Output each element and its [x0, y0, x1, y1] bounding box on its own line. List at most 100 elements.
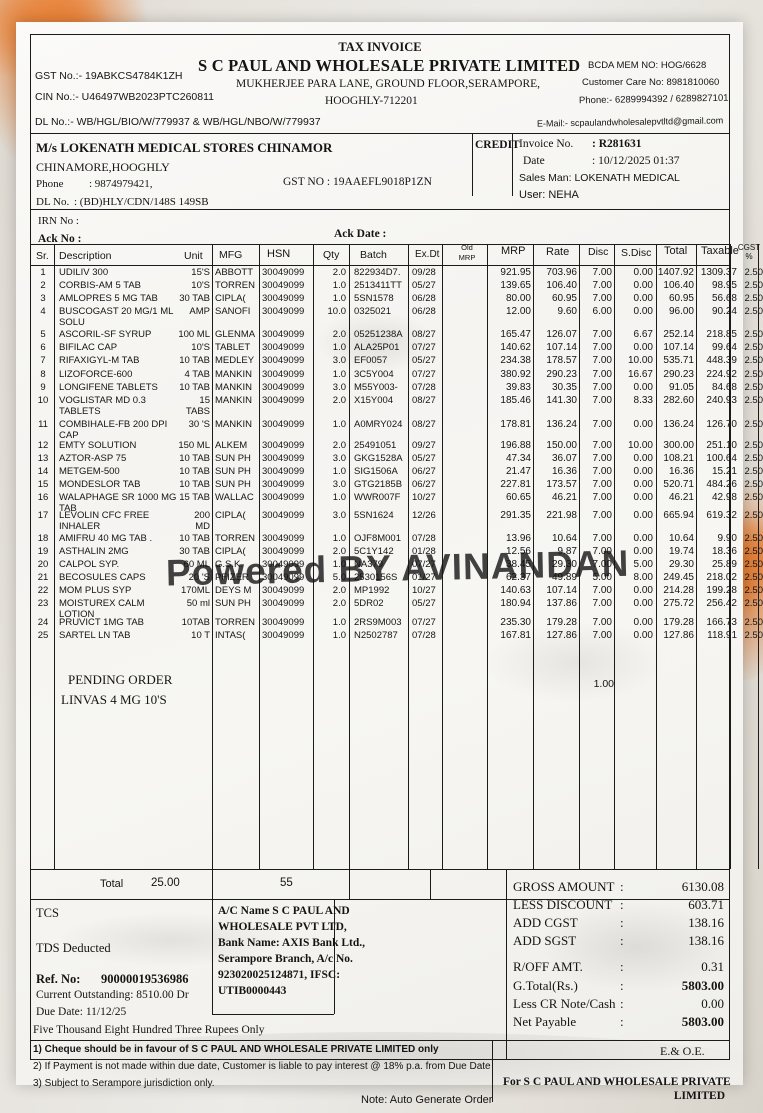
cell-total: 282.60	[663, 395, 694, 406]
cell-hsn: 30049099	[262, 466, 305, 477]
cell-rate: 141.30	[546, 395, 577, 406]
col-line-sdisc	[656, 244, 657, 869]
cell-unit: 150 ML	[178, 440, 210, 451]
cell-mrp: 21.47	[505, 466, 531, 477]
cell-total: 275.72	[663, 598, 694, 609]
party-dl-value: : (BD)HLY/CDN/148S 149SB	[74, 196, 209, 208]
amount-in-words: Five Thousand Eight Hundred Three Rupees…	[33, 1024, 265, 1036]
cell-sdisc: 0.00	[633, 280, 653, 291]
cell-hsn: 30049099	[262, 533, 305, 544]
cell-exdt: 10/27	[412, 585, 436, 596]
cell-hsn: 30049099	[262, 280, 305, 291]
cell-cgst: 2.50	[744, 479, 763, 490]
cell-rate: 60.95	[551, 293, 577, 304]
cell-disc: 7.00	[592, 598, 612, 609]
summary-label: LESS DISCOUNT	[513, 897, 613, 912]
cell-batch: X15Y004	[354, 395, 394, 406]
cell-batch: 5DR02	[354, 598, 384, 609]
irn-no-label: IRN No :	[38, 215, 79, 227]
party-address: CHINAMORE,HOOGHLY	[36, 160, 170, 174]
cell-cgst: 2.50	[744, 572, 763, 583]
cell-taxable: 1309.37	[700, 267, 737, 278]
cell-hsn: 30049099	[262, 559, 305, 570]
cell-batch: A0MRY024	[354, 419, 403, 430]
cell-qty: 3.0	[332, 479, 346, 490]
cell-taxable: 98.95	[711, 280, 737, 291]
cell-cgst: 2.50	[744, 440, 763, 451]
cell-desc: ASCORIL-SF SYRUP	[59, 329, 152, 340]
cell-cgst: 2.50	[744, 510, 763, 521]
col-line-sr	[54, 244, 55, 869]
cell-mrp: 196.88	[500, 440, 531, 451]
cell-mrp: 12.56	[505, 546, 531, 557]
cell-disc: 7.00	[592, 510, 612, 521]
cell-rate: 9.60	[557, 306, 577, 317]
cell-sdisc: 5.00	[633, 559, 653, 570]
signature-line-1: For S C PAUL AND WHOLESALE PRIVATE	[503, 1076, 731, 1088]
col-line-unit	[212, 244, 213, 869]
cell-cgst: 2.50	[744, 267, 763, 278]
col-batch: Batch	[360, 249, 387, 261]
cell-rate: 106.40	[546, 280, 577, 291]
cell-rate: 290.23	[546, 369, 577, 380]
col-total: Total	[664, 245, 688, 257]
cell-sr: 16	[37, 492, 49, 503]
cell-batch: OJF8M001	[354, 533, 401, 544]
company-cin-no: CIN No.:- U46497WB2023PTC260811	[35, 91, 214, 103]
cell-unit: 10'S	[191, 342, 210, 353]
cell-unit: 50 ml	[186, 598, 210, 609]
col-line-mfg	[259, 244, 260, 869]
cell-mrp: 180.94	[500, 598, 531, 609]
customer-care-no: Customer Care No: 8981810060	[582, 77, 720, 88]
cell-sdisc: 0.00	[633, 267, 653, 278]
cell-disc: 7.00	[592, 395, 612, 406]
cell-taxable: 256.42	[706, 598, 737, 609]
terms-sign-divider	[492, 1040, 493, 1102]
party-dl-label: DL No.	[36, 196, 70, 208]
cell-qty: 2.0	[332, 598, 346, 609]
cell-hsn: 30049099	[262, 598, 305, 609]
cell-sr: 24	[37, 617, 49, 628]
cell-total: 29.30	[668, 559, 694, 570]
cell-taxable: 42.98	[711, 492, 737, 503]
cell-cgst: 2.50	[744, 466, 763, 477]
company-dl-no: DL No.:- WB/HGL/BIO/W/779937 & WB/HGL/NB…	[35, 116, 321, 128]
total-row-div2	[349, 869, 350, 899]
cell-exdt: 06/28	[412, 306, 436, 317]
bcda-membership: BCDA MEM NO: HOG/6628	[588, 60, 707, 71]
cell-desc: BUSCOGAST 20 MG/1 ML	[59, 306, 174, 317]
cell-rate: 10.64	[551, 533, 577, 544]
cell-batch: 5C1Y142	[354, 546, 394, 557]
cell-mfg: ABBOTT	[215, 267, 254, 278]
summary-label: ADD CGST	[513, 915, 578, 930]
cell-sr: 21	[37, 572, 49, 583]
cell-batch: GKG1528A	[354, 453, 403, 464]
term-1: 1) Cheque should be in favour of S C PAU…	[33, 1044, 439, 1055]
cell-batch: 822934D7.	[354, 267, 401, 278]
cell-total: 520.71	[663, 479, 694, 490]
cell-mfg: SANOFI	[215, 306, 251, 317]
cell-hsn: 30049099	[262, 267, 305, 278]
cell-sdisc: 8.00	[633, 572, 653, 583]
cell-mrp: 921.95	[500, 267, 531, 278]
cell-qty: 1.0	[332, 293, 346, 304]
paper-sheet: TAX INVOICE S C PAUL AND WHOLESALE PRIVA…	[6, 22, 763, 1106]
cell-qty: 2.0	[332, 395, 346, 406]
cell-total: 127.86	[663, 630, 694, 641]
col-disc: Disc	[588, 246, 609, 258]
user-name: User: NEHA	[519, 189, 579, 201]
bank-line-6: UTIB0000443	[218, 985, 287, 997]
cell-exdt: 01/28	[412, 546, 436, 557]
cell-batch: SIG1506A	[354, 466, 398, 477]
cell-qty: 1.0	[332, 342, 346, 353]
cell-unit: 10 TAB	[179, 355, 210, 366]
cell-disc: 5.00	[592, 572, 612, 583]
summary-value: 6130.08	[681, 879, 724, 894]
cell-total: 19.74	[668, 546, 694, 557]
cell-hsn: 30049099	[262, 329, 305, 340]
cell-desc-cont: LOTION	[59, 609, 95, 620]
cell-mfg: SUN PH	[215, 466, 251, 477]
cell-rate: 30.35	[551, 382, 577, 393]
table-header-bottom	[30, 265, 730, 266]
company-address-line1: MUKHERJEE PARA LANE, GROUND FLOOR,SERAMP…	[236, 78, 541, 90]
